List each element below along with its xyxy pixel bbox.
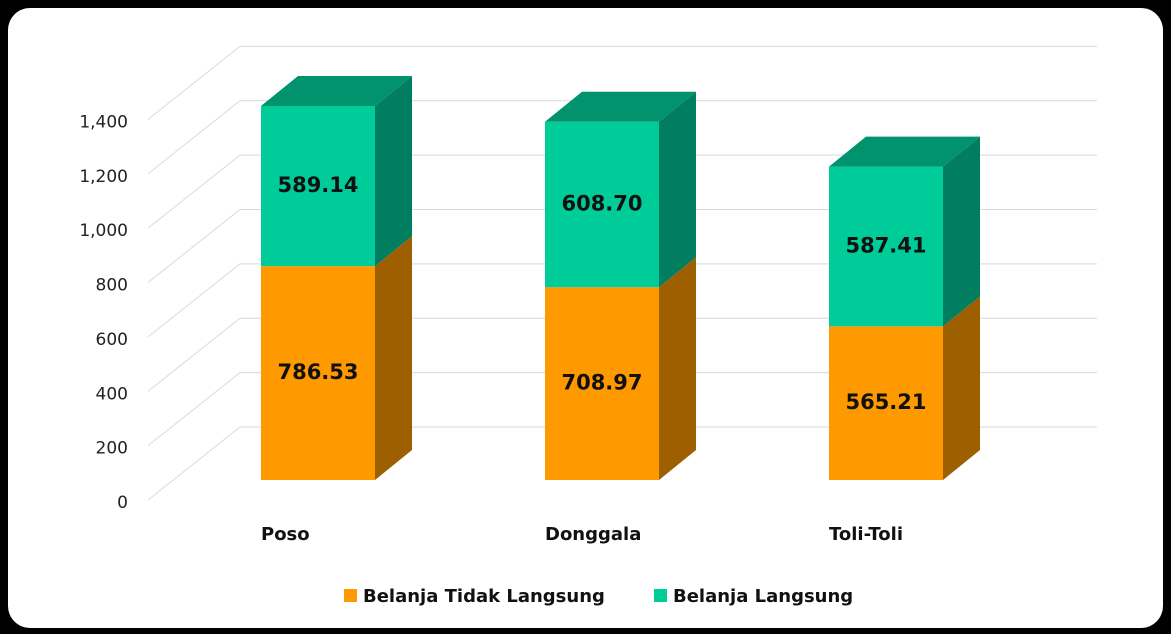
bar-side: [659, 91, 696, 288]
x-tick-label: Toli-Toli: [829, 524, 903, 545]
legend-label: Belanja Tidak Langsung: [363, 586, 605, 607]
grid-line: [147, 45, 1097, 120]
y-tick-label: 600: [96, 330, 128, 350]
data-label: 608.70: [561, 192, 642, 216]
bar-top: [545, 91, 696, 122]
bar-top: [829, 136, 980, 167]
y-tick-label: 400: [96, 384, 128, 404]
grid-line: [147, 154, 1097, 229]
legend-label: Belanja Langsung: [673, 586, 853, 607]
grid-line: [147, 372, 1097, 447]
grid-line: [147, 209, 1097, 283]
bar-side: [943, 136, 980, 327]
data-label: 587.41: [845, 233, 926, 257]
y-tick-label: 1,200: [79, 167, 128, 187]
grid-line: [147, 100, 1097, 175]
data-label: 786.53: [277, 360, 358, 384]
x-tick-label: Poso: [261, 524, 310, 545]
legend-swatch: [344, 589, 357, 602]
bar-segment: [261, 106, 375, 267]
y-tick-label: 0: [117, 493, 128, 513]
bar-segment: [829, 166, 943, 327]
y-tick-label: 200: [96, 439, 128, 459]
bar-segment: [829, 326, 943, 480]
y-tick-label: 800: [96, 276, 128, 296]
bar-top: [261, 76, 412, 106]
grid-line: [147, 263, 1097, 338]
data-label: 565.21: [845, 390, 926, 414]
bar-side: [943, 296, 980, 480]
bar-side: [659, 257, 696, 480]
data-label: 708.97: [561, 371, 642, 395]
bar-segment: [545, 121, 659, 288]
bar-side: [375, 236, 412, 480]
bar-side: [375, 76, 412, 267]
legend-swatch: [654, 589, 667, 602]
y-tick-label: 1,000: [79, 221, 128, 241]
grid-line: [147, 317, 1097, 392]
data-label: 589.14: [277, 173, 358, 197]
bar-segment: [261, 266, 375, 480]
bar-segment: [545, 287, 659, 480]
x-tick-label: Donggala: [545, 524, 641, 545]
grid-line: [147, 426, 1097, 501]
y-tick-label: 1,400: [79, 112, 128, 132]
